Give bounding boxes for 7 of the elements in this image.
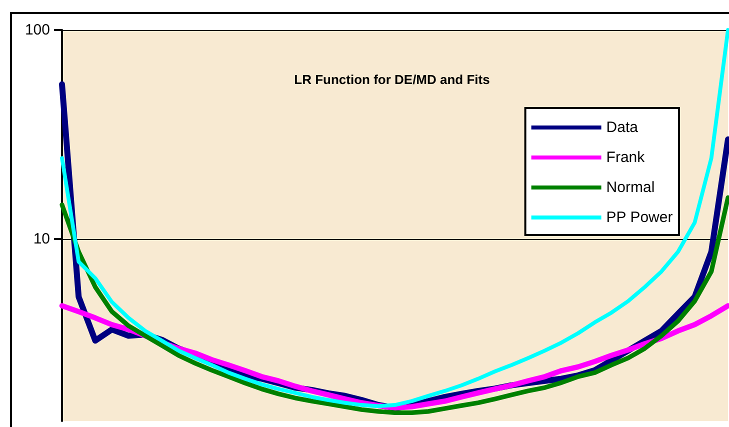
legend-label: Data [606,119,639,136]
y-tick-label: 10 [33,230,50,248]
text: LR Function for DE/MD and Fits [294,72,490,87]
legend-label: Normal [606,179,655,196]
legend-label: PP Power [606,209,673,226]
y-tick-label: 100 [24,22,50,38]
legend-label: Frank [606,149,646,166]
